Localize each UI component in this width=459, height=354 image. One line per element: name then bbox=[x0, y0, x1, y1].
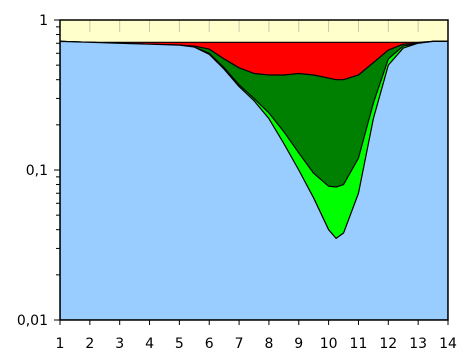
area-series-4 bbox=[60, 40, 448, 320]
x-tick-label-1: 1 bbox=[56, 336, 65, 352]
y-tick-label-0,1: 0,1 bbox=[26, 163, 48, 179]
x-tick-label-10: 10 bbox=[320, 336, 338, 352]
x-tick-label-9: 9 bbox=[294, 336, 303, 352]
x-tick-label-5: 5 bbox=[175, 336, 184, 352]
y-tick-label-0,01: 0,01 bbox=[17, 313, 48, 329]
x-tick-label-12: 12 bbox=[379, 336, 397, 352]
y-tick-label-1: 1 bbox=[39, 13, 48, 29]
x-tick-label-7: 7 bbox=[235, 336, 244, 352]
x-tick-label-11: 11 bbox=[350, 336, 368, 352]
x-tick-label-14: 14 bbox=[439, 336, 457, 352]
x-tick-label-13: 13 bbox=[409, 336, 427, 352]
x-tick-label-3: 3 bbox=[115, 336, 124, 352]
x-tick-label-4: 4 bbox=[145, 336, 154, 352]
x-tick-label-8: 8 bbox=[264, 336, 273, 352]
x-tick-label-2: 2 bbox=[85, 336, 94, 352]
axes bbox=[54, 19, 449, 325]
x-tick-label-6: 6 bbox=[205, 336, 214, 352]
background-band bbox=[60, 20, 448, 45]
plot-area bbox=[60, 20, 448, 320]
